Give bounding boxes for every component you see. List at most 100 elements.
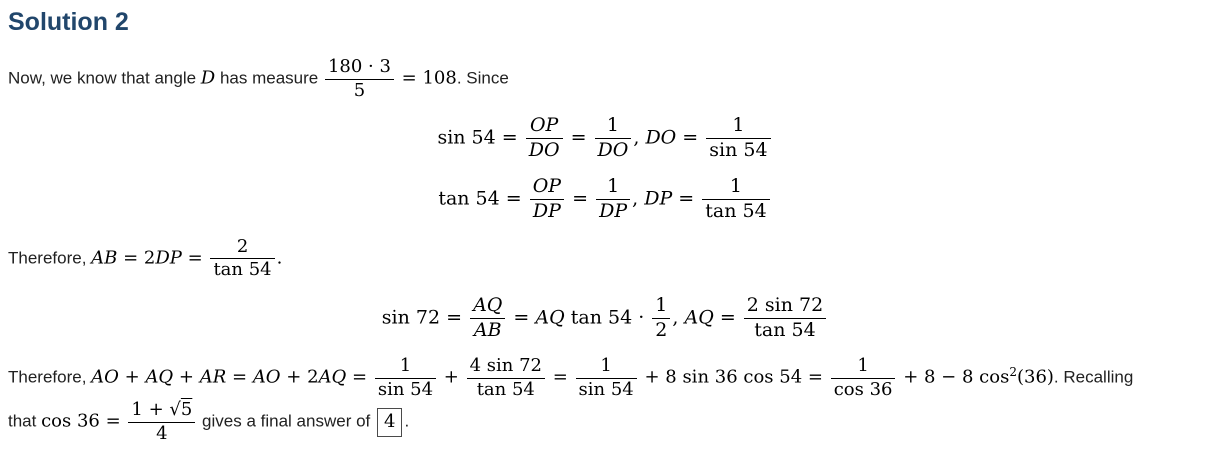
paragraph-therefore-ab: Therefore, AB = 2DP = 2 tan 54.	[8, 235, 1202, 281]
fraction: 1 DO	[594, 114, 632, 162]
math-function: tan 54	[438, 187, 500, 210]
fraction-numerator: 1	[732, 114, 745, 137]
text-run: . Since	[456, 68, 509, 88]
equals-sign: =	[499, 187, 528, 210]
equals-sign: =	[181, 247, 209, 269]
paragraph-final-answer: that cos 36 = 1 + √5 4 gives a final answ…	[8, 399, 1202, 444]
math-run: = 2	[117, 247, 156, 269]
fraction-numerator: OP	[529, 114, 559, 137]
display-equation-sin54: sin 54 = OP DO = 1 DO, DO = 1 sin 54	[8, 115, 1202, 162]
math-var: AO	[252, 366, 281, 388]
fraction-numerator: 2	[236, 235, 249, 257]
fraction-denominator: DO	[594, 138, 632, 162]
fraction-denominator: 2	[652, 317, 671, 342]
equals-sign: =	[226, 366, 253, 388]
text-run: Now, we know that angle	[8, 68, 201, 88]
math-run: 1 +	[131, 399, 170, 421]
fraction-numerator: AQ	[473, 294, 503, 317]
math-var: D	[200, 67, 216, 89]
equals-sign: =	[564, 126, 593, 149]
fraction-numerator: 180 · 3	[327, 56, 391, 77]
text-run: .	[404, 411, 410, 431]
fraction-numerator: 1	[857, 354, 869, 376]
fraction-denominator: 5	[324, 78, 394, 102]
equals-sign: =	[346, 366, 373, 388]
math-var: AB	[91, 247, 118, 269]
fraction-numerator: 1	[399, 354, 412, 376]
plus-sign: +	[438, 366, 465, 388]
fraction-numerator: 1	[729, 175, 743, 198]
fraction: 4 sin 72 tan 54	[466, 354, 545, 401]
fraction-numerator: 1	[655, 294, 668, 317]
fraction-denominator: sin 54	[374, 377, 437, 401]
fraction: 1 sin 54	[706, 114, 771, 162]
fraction-numerator: 1	[607, 175, 620, 198]
equals-sign: =	[676, 126, 705, 149]
fraction: 1 DP	[596, 175, 631, 223]
fraction-denominator: tan 54	[743, 317, 827, 342]
fraction-denominator: DP	[596, 198, 631, 223]
fraction: 1 tan 54	[702, 175, 770, 223]
fraction: 1 + √5 4	[128, 399, 196, 444]
text-run: Therefore,	[8, 248, 92, 268]
math-run: + 2	[280, 366, 319, 388]
fraction-denominator: DP	[529, 198, 565, 223]
fraction-denominator: sin 54	[575, 377, 637, 401]
fraction: AQ AB	[470, 294, 506, 342]
fraction: 2 sin 72 tan 54	[743, 294, 827, 342]
fraction-denominator: tan 54	[466, 377, 545, 401]
text-run: . Recalling	[1053, 367, 1134, 387]
fraction-denominator: tan 54	[210, 258, 275, 281]
fraction-denominator: AB	[470, 317, 506, 342]
equals-sign: =	[566, 187, 595, 210]
display-equation-tan54: tan 54 = OP DP = 1 DP, DP = 1 tan 54	[8, 175, 1202, 223]
period: .	[276, 247, 283, 269]
fraction: 1 sin 54	[575, 355, 637, 401]
fraction: 2 tan 54	[210, 235, 275, 281]
math-run: (36)	[1016, 366, 1054, 388]
equals-sign: =	[507, 306, 536, 329]
math-var: DO	[645, 126, 677, 149]
fraction: OP DO	[525, 114, 563, 162]
equals-sign: =	[495, 126, 524, 149]
math-function: sin 72	[381, 306, 441, 329]
text-run: that	[8, 411, 42, 431]
fraction-denominator: DO	[525, 138, 563, 162]
fraction-denominator: tan 54	[702, 198, 770, 223]
fraction-denominator: cos 36	[830, 377, 896, 401]
fraction-denominator: sin 54	[706, 138, 771, 162]
fraction-numerator: 4 sin 72	[469, 354, 542, 376]
fraction: 1 sin 54	[374, 354, 437, 401]
boxed-answer: 4	[376, 407, 403, 437]
equals-sign: =	[440, 306, 469, 329]
math-run: + 8 − 8 cos	[897, 366, 1010, 388]
paragraph-intro: Now, we know that angle D has measure 18…	[8, 56, 1202, 102]
fraction-numerator: 1	[606, 114, 619, 137]
math-var: AQ	[318, 366, 347, 388]
text-run: Therefore,	[8, 367, 92, 387]
equals-sign: =	[713, 306, 742, 329]
equals-sign: =	[547, 366, 574, 388]
fraction-numerator: 1 + √5	[128, 399, 195, 422]
fraction-numerator: OP	[532, 175, 562, 198]
superscript: 2	[1009, 364, 1017, 379]
math-run: cos 36 =	[41, 410, 127, 432]
math-run: = 108	[395, 67, 457, 89]
math-run: + 8 sin 36 cos 54 =	[638, 366, 829, 388]
fraction: OP DP	[529, 175, 565, 223]
comma: ,	[672, 306, 685, 329]
comma: ,	[633, 126, 646, 149]
solution-page: Solution 2 Now, we know that angle D has…	[8, 8, 1202, 444]
math-var: AQ	[535, 306, 565, 329]
math-var: DP	[155, 247, 182, 269]
text-run: has measure	[215, 68, 323, 88]
math-var: AO + AQ + AR	[91, 366, 227, 388]
fraction-numerator: 2 sin 72	[746, 294, 824, 317]
math-function: sin 54	[437, 126, 496, 149]
math-run: tan 54 ·	[564, 306, 651, 329]
radical-icon: √	[169, 399, 181, 421]
paragraph-therefore-sum: Therefore, AO + AQ + AR = AO + 2AQ = 1 si…	[8, 354, 1202, 401]
